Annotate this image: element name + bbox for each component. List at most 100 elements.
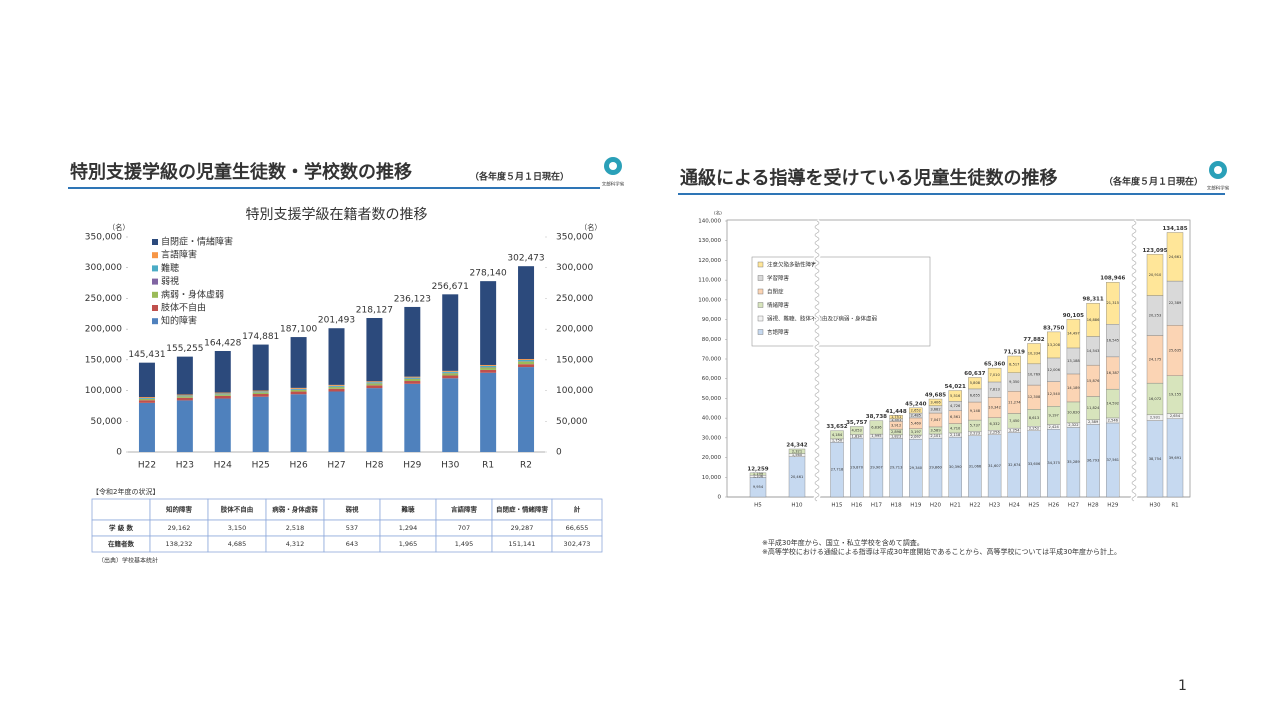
bar-segment <box>1146 254 1164 296</box>
legend-swatch <box>152 278 158 285</box>
segment-label: 1,560 <box>792 453 803 457</box>
y2-tick-label: 150,000 <box>556 355 593 365</box>
total-label: 155,255 <box>166 344 203 354</box>
x-tick-label: H30 <box>1149 503 1161 509</box>
note: ※高等学校における通級による指導は平成30年度開始であることから、高等学校につい… <box>762 547 1121 556</box>
legend-swatch <box>757 261 764 268</box>
total-label: 49,685 <box>925 393 946 399</box>
x-tick-label: H25 <box>1028 503 1040 509</box>
segment-label: 14,543 <box>1087 349 1100 353</box>
segment-label: 2,321 <box>792 449 802 453</box>
bar-segment <box>176 394 193 396</box>
segment-label: 31,607 <box>988 464 1001 468</box>
y2-tick-label: 50,000 <box>556 417 588 427</box>
note: ※平成30年度から、国立・私立学校を含めて調査。 <box>762 538 924 547</box>
segment-label: 1,750 <box>832 439 843 443</box>
right-subtitle: （各年度５月１日現在） <box>1104 176 1203 188</box>
y-tick-label: 120,000 <box>698 258 721 264</box>
bar-segment <box>480 365 497 368</box>
y-tick-label: 80,000 <box>702 337 722 343</box>
y-tick-label: 90,000 <box>702 317 722 323</box>
segment-label: 1,199 <box>753 472 764 476</box>
x-tick-label: H23 <box>176 461 194 471</box>
total-label: 83,750 <box>1043 325 1064 331</box>
segment-label: 35,289 <box>1067 460 1080 464</box>
bar-segment <box>176 397 193 401</box>
segment-label: 10,334 <box>1028 352 1041 356</box>
segment-label: 11,824 <box>1087 406 1100 410</box>
segment-label: 30,390 <box>949 465 962 469</box>
total-label: 201,493 <box>318 316 355 326</box>
legend-label: 難聴 <box>161 262 179 274</box>
y2-tick-label: 250,000 <box>556 294 593 304</box>
bar-segment <box>1066 319 1081 349</box>
total-label: 187,100 <box>280 325 317 335</box>
y-tick-label: 0 <box>718 495 722 501</box>
bar-segment <box>1027 343 1041 365</box>
segment-label: 14,497 <box>1067 332 1080 336</box>
bar-segment <box>404 377 421 379</box>
legend-label: 学習障害 <box>767 274 790 282</box>
table-value: 1,294 <box>399 524 418 532</box>
segment-label: 39,691 <box>1169 456 1182 460</box>
legend-label: 注意欠陥多動性障害 <box>767 261 817 269</box>
legend-swatch <box>152 291 158 298</box>
legend-swatch <box>152 239 158 245</box>
total-label: 33,652 <box>826 424 847 430</box>
x-tick-label: H16 <box>851 503 863 509</box>
table-value: 在籍者数 <box>108 539 135 548</box>
table-header: 肢体不自由 <box>221 505 254 514</box>
total-label: 108,946 <box>1100 276 1125 282</box>
bar-segment <box>480 369 497 373</box>
bar-segment <box>252 344 269 391</box>
segment-label: 2,898 <box>891 430 902 434</box>
bar-segment <box>176 396 193 398</box>
x-tick-label: H26 <box>1048 503 1060 509</box>
right-title: 通級による指導を受けている児童生徒数の推移 <box>680 167 1057 189</box>
total-label: 256,671 <box>432 282 469 292</box>
y-tick-label: 100,000 <box>698 297 721 303</box>
segment-label: 7,450 <box>1009 419 1020 423</box>
segment-label: 19,155 <box>1169 393 1182 397</box>
logo <box>1214 166 1222 174</box>
bar-segment <box>480 364 497 366</box>
legend-label: 知的障害 <box>161 315 197 327</box>
segment-label: 27,718 <box>831 468 844 472</box>
bar-segment <box>252 391 269 393</box>
table-caption: 【令和2年度の状況】 <box>92 487 159 496</box>
segment-label: 2,252 <box>1029 427 1039 431</box>
segment-label: 2,654 <box>1170 414 1181 418</box>
segment-label: 15,876 <box>1087 379 1100 383</box>
bar-segment <box>987 367 1002 383</box>
total-label: 65,360 <box>984 362 1005 368</box>
segment-label: 29,870 <box>850 466 863 470</box>
bar-segment <box>749 472 767 476</box>
segment-label: 5,808 <box>970 381 981 385</box>
segment-label: 2,097 <box>911 435 921 439</box>
x-tick-label: H27 <box>327 461 345 471</box>
bar-segment <box>328 387 345 389</box>
bar-segment <box>404 378 421 382</box>
bar-segment <box>290 388 307 390</box>
bar-segment <box>850 426 864 435</box>
table-value: 2,518 <box>286 524 305 532</box>
bar-segment <box>928 398 943 406</box>
x-tick-label: H22 <box>969 503 980 509</box>
segment-label: 3,682 <box>930 407 940 411</box>
axis-break <box>814 220 820 502</box>
y-tick-label: 150,000 <box>85 355 122 365</box>
total-label: 218,127 <box>356 306 393 316</box>
logo <box>609 162 617 170</box>
x-tick-label: H21 <box>950 503 961 509</box>
bar-segment <box>366 383 383 386</box>
bar-segment <box>252 394 269 397</box>
y-tick-label: 110,000 <box>698 278 721 284</box>
bar-segment <box>518 361 535 365</box>
segment-label: 1,751 <box>891 415 901 419</box>
y-tick-label: 100,000 <box>85 386 122 396</box>
segment-label: 13,208 <box>1047 343 1060 347</box>
x-tick-label: H25 <box>252 461 270 471</box>
segment-label: 7,813 <box>989 388 999 392</box>
